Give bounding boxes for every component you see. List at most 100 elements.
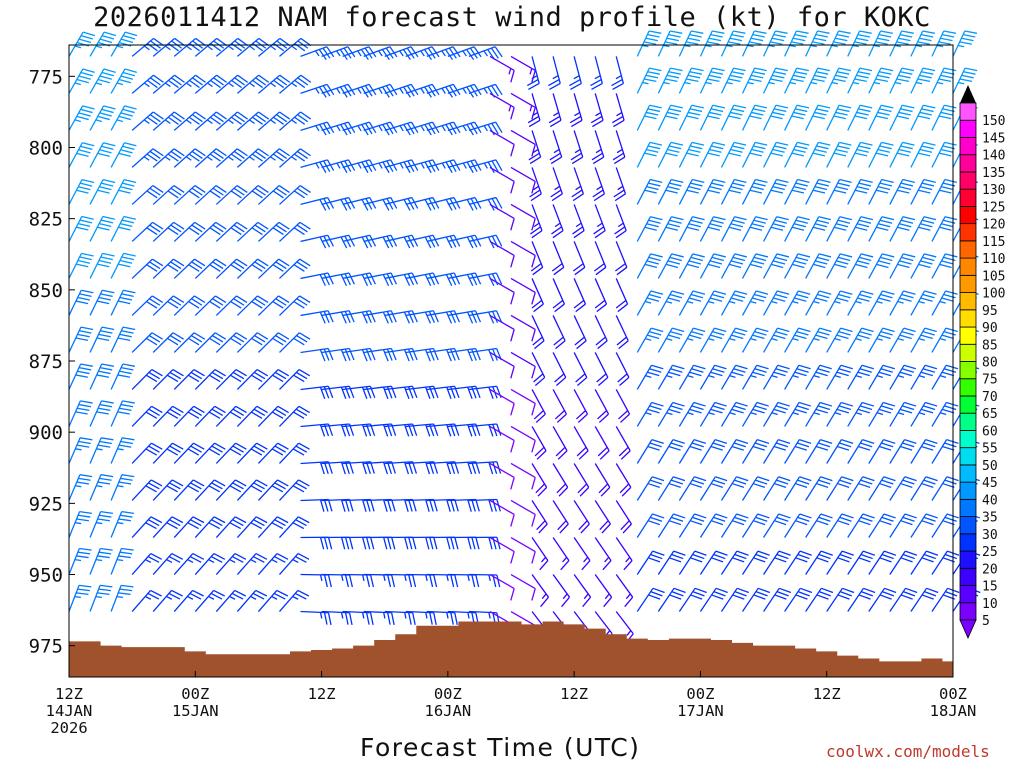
colorbar-swatch [959,395,977,414]
wind-barb [699,290,727,316]
wind-barb [363,46,398,61]
colorbar-swatch [959,188,977,207]
wind-barb [784,178,810,205]
wind-barb [699,513,728,538]
wind-barb [573,426,589,460]
wind-barb [569,56,582,90]
wind-barb [678,290,706,316]
colorbar-swatch [959,223,977,242]
wind-barb [510,55,536,83]
wind-barb [510,240,536,268]
wind-barb [594,574,613,608]
wind-barb [110,142,137,168]
wind-barb [784,327,811,353]
wind-barb [152,553,184,575]
wind-barb [784,364,811,390]
wind-barb [215,185,248,205]
wind-barb [720,67,746,94]
wind-barb [215,589,247,612]
wind-barb [257,553,289,575]
credit-link[interactable]: coolwx.com/models [826,742,990,761]
colorbar-label: 60 [982,424,998,439]
colorbar-label: 150 [982,114,1005,129]
wind-barb [510,536,536,564]
wind-barb [784,401,812,427]
wind-barb [89,363,115,390]
wind-barb [215,368,247,390]
wind-barb [720,216,747,242]
wind-barb [762,216,789,242]
wind-barb [510,388,536,416]
wind-barb [784,141,810,168]
wind-barb [131,74,164,94]
wind-barb [173,258,206,279]
wind-barb [447,498,480,512]
wind-barb [784,513,812,538]
wind-barb [342,498,375,512]
wind-barb [594,537,612,571]
wind-barb [889,290,916,316]
wind-barb [489,277,515,305]
wind-barb [889,216,916,242]
wind-barb [549,130,563,165]
wind-barb [489,55,515,83]
wind-barb [68,326,94,353]
wind-barb [612,130,626,165]
wind-barb [405,234,440,249]
x-tick-label: 12Z [560,685,588,703]
plot-frame [68,44,954,678]
wind-barb [762,67,788,94]
colorbar-swatch [959,274,977,293]
wind-barb [657,30,683,57]
wind-barb [552,315,566,350]
wind-barb [615,463,632,497]
wind-barb [763,401,790,427]
wind-barb [636,30,662,57]
wind-barb [342,83,377,98]
x-tick-label: 17JAN [677,702,724,720]
x-tick-label: 00Z [434,685,462,703]
colorbar-label: 75 [982,373,998,388]
wind-barb [89,68,116,94]
wind-barb [910,364,938,390]
wind-barb [300,498,333,512]
wind-barb [784,550,812,575]
x-tick-label: 00Z [181,685,209,703]
wind-barb [741,141,768,168]
wind-barb [530,241,544,276]
wind-barb [426,498,459,512]
wind-barb [342,159,377,174]
wind-barb [152,111,185,131]
wind-barb [68,178,95,205]
colorbar-label: 80 [982,356,998,371]
wind-barb [889,141,915,168]
wind-barb [215,332,248,353]
colorbar-label: 135 [982,166,1005,181]
wind-barb [152,37,186,57]
wind-barb [741,104,768,131]
wind-barb [531,537,549,571]
wind-barb [826,327,853,353]
wind-barb [510,203,536,231]
wind-barb [720,550,749,575]
wind-barb [384,83,419,98]
wind-barb [110,105,137,131]
wind-barb [636,141,663,168]
wind-barb [257,368,290,390]
colorbar-swatch [959,447,977,466]
wind-barb [426,272,461,287]
wind-barb [678,401,706,427]
wind-barb [321,46,356,61]
wind-barb [910,67,936,94]
wind-barb [699,178,726,205]
wind-barb [131,516,163,538]
wind-barb [889,439,917,464]
wind-barb [720,476,749,501]
wind-barb [763,364,790,390]
wind-barb [257,221,290,242]
wind-barb [678,30,704,57]
wind-barb [636,364,664,390]
wind-barb [489,314,515,342]
wind-barb [910,476,938,501]
x-tick-label: 16JAN [425,702,472,720]
